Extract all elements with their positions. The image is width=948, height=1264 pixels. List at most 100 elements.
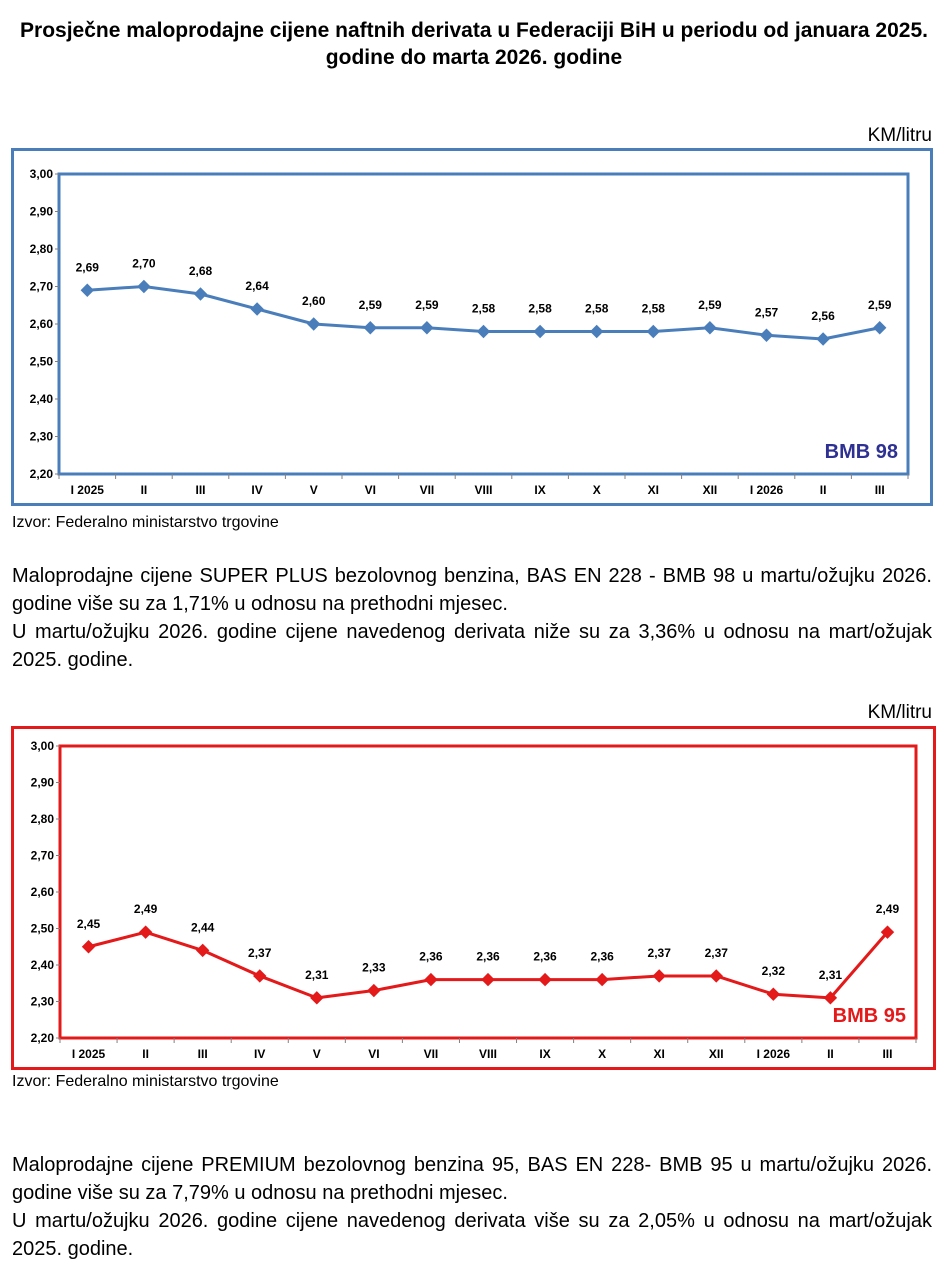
source-note-bmb95: Izvor: Federalno ministarstvo trgovine: [12, 1073, 279, 1090]
paragraph-bmb95-monthly: Maloprodajne cijene PREMIUM bezolovnog b…: [12, 1154, 932, 1204]
y-tick-label: 2,40: [31, 958, 55, 972]
data-point-marker: [367, 983, 381, 998]
x-tick-label: VI: [365, 483, 376, 497]
x-tick-label: III: [875, 483, 885, 497]
unit-label-bmb95: KM/litru: [867, 702, 932, 723]
data-label: 2,69: [76, 260, 100, 274]
x-tick-label: X: [598, 1047, 606, 1061]
x-tick-label: III: [198, 1047, 208, 1061]
data-label: 2,37: [248, 946, 272, 960]
y-tick-label: 2,70: [31, 849, 55, 863]
y-tick-label: 2,50: [31, 922, 55, 936]
x-tick-label: IX: [534, 483, 545, 497]
data-label: 2,36: [533, 950, 557, 964]
data-point-marker: [652, 969, 666, 983]
data-label: 2,31: [305, 968, 329, 982]
data-point-marker: [193, 287, 208, 301]
data-label: 2,58: [528, 302, 552, 316]
y-tick-label: 2,30: [30, 430, 54, 444]
data-point-marker: [310, 991, 324, 1005]
data-point-marker: [880, 925, 895, 939]
data-point-marker: [595, 972, 609, 987]
data-label: 2,37: [648, 946, 672, 960]
data-label: 2,36: [590, 950, 614, 964]
data-label: 2,37: [705, 946, 729, 960]
data-label: 2,59: [359, 298, 383, 312]
data-label: 2,64: [245, 279, 269, 293]
data-label: 2,33: [362, 961, 386, 975]
data-label: 2,59: [868, 298, 892, 312]
data-label: 2,44: [191, 920, 215, 934]
data-point-marker: [195, 943, 210, 958]
data-point-marker: [363, 321, 378, 335]
chart-frame-bmb95: [11, 726, 936, 1070]
x-tick-label: V: [313, 1047, 321, 1061]
x-tick-label: IV: [254, 1047, 265, 1061]
x-tick-label: VII: [424, 1047, 439, 1061]
paragraph-bmb95-yearly: U martu/ožujku 2026. godine cijene naved…: [12, 1210, 932, 1260]
y-tick-label: 2,60: [31, 885, 55, 899]
x-tick-label: V: [310, 483, 318, 497]
data-point-marker: [703, 321, 717, 335]
y-tick-label: 2,60: [30, 317, 54, 331]
data-point-marker: [476, 324, 491, 339]
x-tick-label: IV: [251, 483, 262, 497]
series-name-label: BMB 98: [825, 441, 898, 463]
data-point-marker: [306, 317, 321, 331]
x-tick-label: II: [141, 483, 148, 497]
data-point-marker: [709, 969, 723, 983]
x-tick-label: II: [827, 1047, 834, 1061]
data-point-marker: [533, 324, 547, 339]
y-tick-label: 2,30: [31, 995, 55, 1009]
data-label: 2,59: [698, 298, 722, 312]
y-tick-label: 2,90: [30, 205, 54, 219]
data-label: 2,68: [189, 264, 213, 278]
data-label: 2,32: [762, 964, 786, 978]
data-label: 2,56: [811, 309, 835, 323]
x-tick-label: XII: [703, 483, 718, 497]
y-tick-label: 3,00: [30, 167, 54, 181]
y-tick-label: 2,20: [31, 1031, 55, 1045]
page-title: Prosječne maloprodajne cijene naftnih de…: [20, 19, 928, 69]
data-label: 2,57: [755, 305, 779, 319]
x-tick-label: I 2025: [71, 483, 105, 497]
y-tick-label: 2,40: [30, 392, 54, 406]
source-note-bmb98: Izvor: Federalno ministarstvo trgovine: [12, 514, 279, 531]
x-tick-label: III: [882, 1047, 892, 1061]
data-point-marker: [250, 302, 264, 316]
paragraph-bmb98-monthly: Maloprodajne cijene SUPER PLUS bezolovno…: [12, 565, 932, 615]
unit-label-bmb98: KM/litru: [867, 125, 932, 146]
data-point-marker: [823, 991, 838, 1005]
data-label: 2,58: [472, 302, 496, 316]
y-tick-label: 2,20: [30, 467, 54, 481]
x-tick-label: XII: [709, 1047, 724, 1061]
y-tick-label: 2,80: [30, 242, 54, 256]
data-point-marker: [766, 987, 781, 1001]
data-point-marker: [646, 324, 661, 339]
data-label: 2,60: [302, 294, 326, 308]
x-tick-label: I 2026: [757, 1047, 791, 1061]
y-tick-label: 2,90: [31, 776, 55, 790]
x-tick-label: III: [195, 483, 205, 497]
data-label: 2,36: [419, 950, 443, 964]
data-point-marker: [138, 925, 153, 939]
data-label: 2,58: [585, 302, 609, 316]
data-label: 2,31: [819, 968, 843, 982]
data-label: 2,58: [642, 302, 666, 316]
data-label: 2,49: [876, 902, 900, 916]
data-point-marker: [80, 283, 95, 297]
x-tick-label: VIII: [474, 483, 492, 497]
x-tick-label: I 2026: [750, 483, 784, 497]
data-label: 2,70: [132, 257, 156, 271]
paragraph-bmb95: Maloprodajne cijene PREMIUM bezolovnog b…: [12, 1151, 932, 1263]
y-tick-label: 3,00: [31, 739, 55, 753]
x-tick-label: VIII: [479, 1047, 497, 1061]
y-tick-label: 2,80: [31, 812, 55, 826]
x-tick-label: II: [820, 483, 827, 497]
series-name-label: BMB 95: [833, 1005, 906, 1027]
x-tick-label: II: [142, 1047, 149, 1061]
data-point-marker: [253, 969, 267, 983]
data-label: 2,59: [415, 298, 439, 312]
